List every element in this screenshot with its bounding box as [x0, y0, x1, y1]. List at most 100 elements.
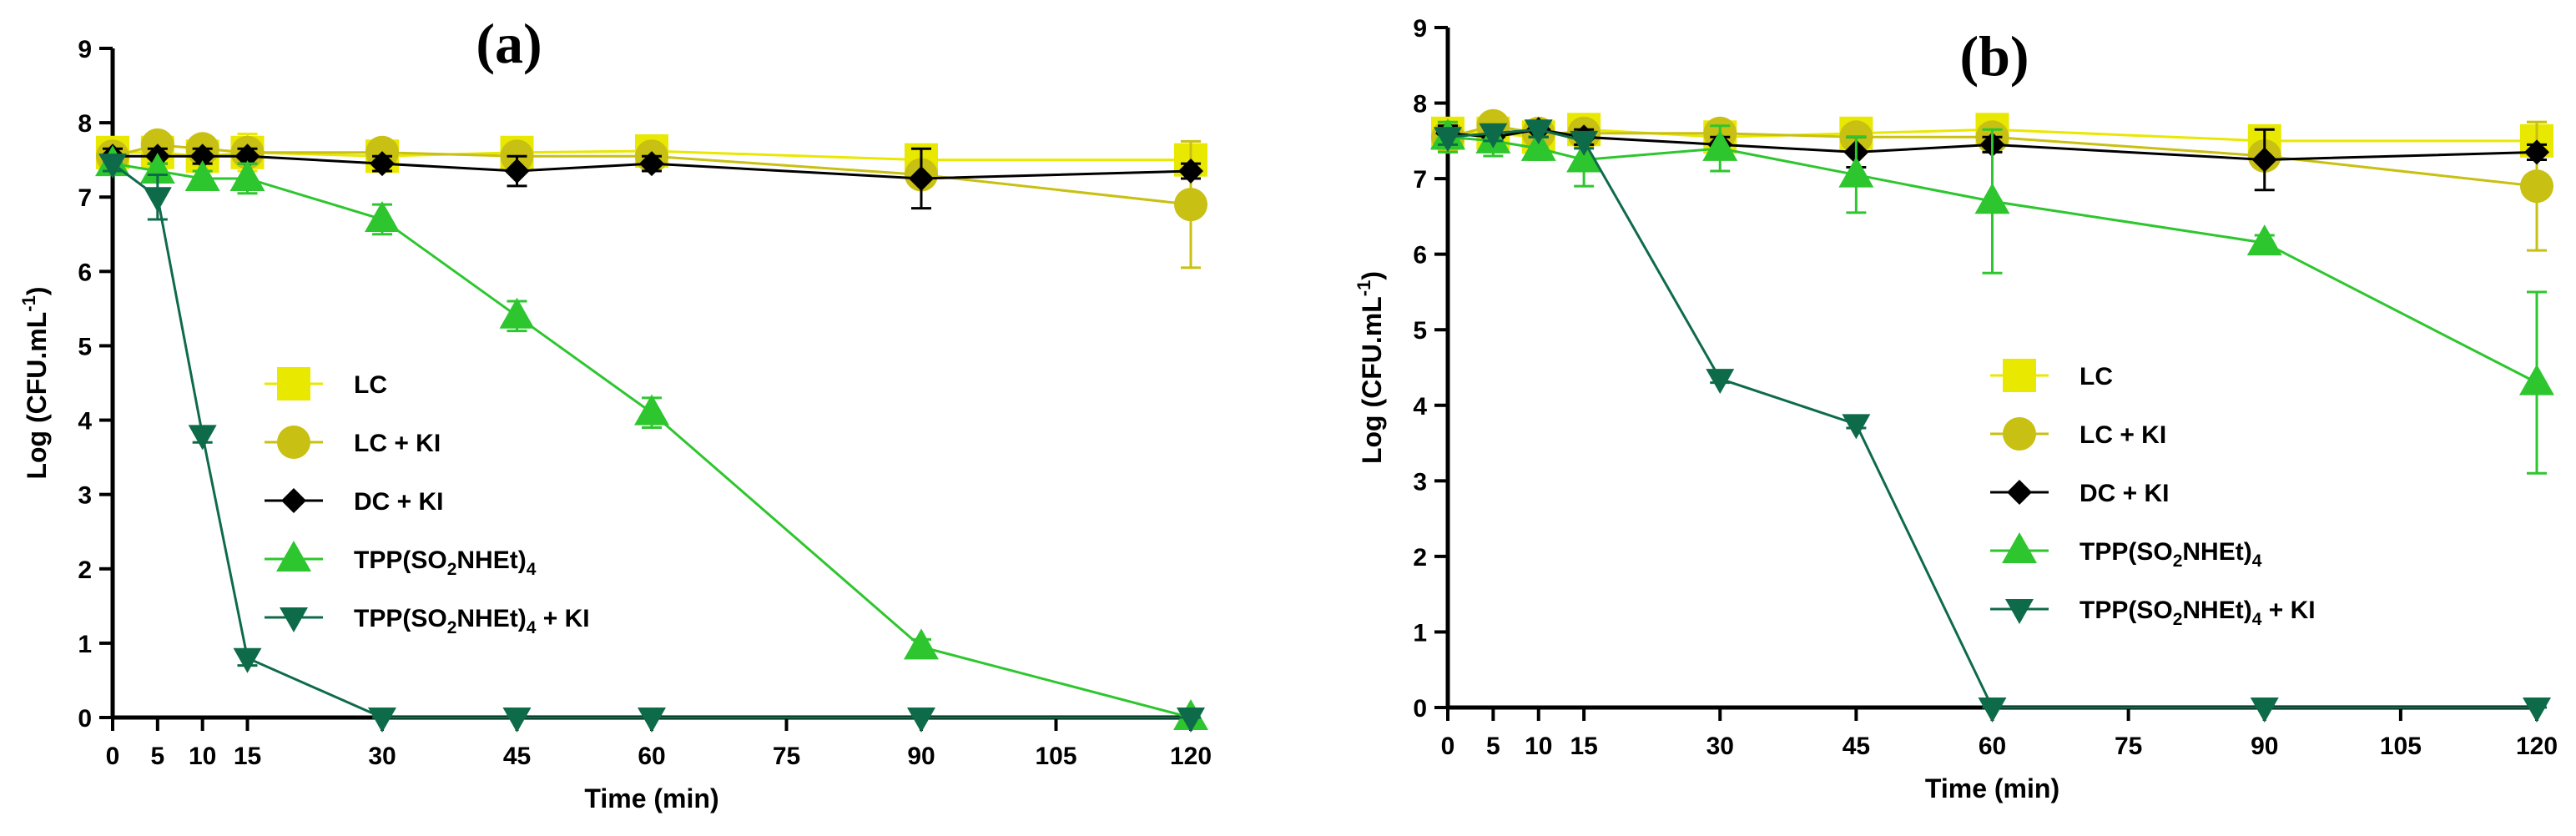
data-point — [1702, 129, 1738, 161]
legend-item: LC + KI — [1990, 417, 2166, 451]
x-tick-label: 90 — [907, 743, 935, 770]
x-tick-label: 120 — [1170, 743, 1212, 770]
y-tick-label: 9 — [78, 36, 92, 63]
data-point — [1706, 369, 1735, 395]
data-point — [1479, 123, 1508, 149]
legend-label: LC — [354, 371, 387, 399]
legend-label-post: + KI — [536, 605, 589, 632]
x-tick-label: 105 — [2380, 733, 2422, 760]
series-tpp-so2nhet-4 — [95, 145, 1208, 730]
y-tick-label: 5 — [1413, 317, 1427, 345]
x-tick-label: 10 — [189, 743, 216, 770]
legend-label-mid: NHEt) — [2182, 538, 2251, 566]
data-point — [233, 647, 262, 673]
legend-item: LC + KI — [265, 426, 441, 459]
legend-item: DC + KI — [265, 488, 444, 516]
y-tick-label: 3 — [78, 482, 92, 510]
data-point — [365, 200, 400, 232]
legend-label-sub: 4 — [527, 618, 537, 637]
data-point — [1520, 129, 1556, 161]
legend-marker — [2007, 480, 2032, 505]
data-point — [2251, 147, 2277, 173]
y-axis-label: Log (CFU.mL-1) — [1354, 271, 1387, 464]
y-tick-label: 8 — [78, 110, 92, 138]
legend-label-sub: 4 — [527, 560, 537, 579]
x-tick-label: 15 — [234, 743, 261, 770]
legend-label: LC + KI — [354, 430, 441, 457]
panel-label-a: (a) — [476, 12, 542, 75]
y-tick-label: 2 — [78, 556, 92, 584]
data-point — [370, 151, 395, 177]
x-tick-label: 45 — [503, 743, 531, 770]
legend-item: DC + KI — [1990, 480, 2170, 507]
legend-item: TPP(SO2NHEt)4 + KI — [265, 605, 590, 637]
series-tpp-so2nhet-4 — [1430, 118, 2554, 475]
legend-marker — [277, 426, 310, 459]
x-tick-label: 0 — [106, 743, 120, 770]
y-axis-label-sup: -1 — [18, 295, 39, 312]
legend-label: TPP(SO2NHEt)4 — [354, 546, 537, 579]
data-point — [1570, 130, 1599, 156]
legend-marker — [280, 607, 308, 632]
panel-label-b: (b) — [1959, 24, 2029, 88]
data-point — [188, 425, 217, 451]
x-tick-label: 0 — [1441, 733, 1455, 760]
legend-label: DC + KI — [354, 488, 444, 516]
data-point — [907, 708, 935, 733]
y-tick-label: 1 — [1413, 619, 1427, 647]
x-tick-label: 5 — [150, 743, 164, 770]
y-tick-label: 1 — [78, 631, 92, 658]
legend-marker — [277, 367, 310, 400]
y-tick-label: 4 — [78, 408, 92, 436]
x-tick-label: 90 — [2251, 733, 2278, 760]
legend-item: LC — [1990, 359, 2113, 392]
data-point — [1174, 188, 1207, 222]
y-tick-label: 7 — [1413, 166, 1427, 194]
legend-label-text: DC + KI — [2079, 480, 2170, 507]
data-point — [638, 708, 666, 733]
y-tick-label: 6 — [1413, 242, 1427, 269]
series-line — [112, 162, 1191, 719]
data-point — [1838, 156, 1874, 188]
legend-label-sub: 4 — [2252, 551, 2262, 571]
legend-label-mid: NHEt) — [456, 546, 526, 574]
data-point — [2246, 224, 2282, 256]
x-tick-label: 5 — [1486, 733, 1500, 760]
x-tick-label: 15 — [1570, 733, 1597, 760]
data-point — [1434, 127, 1462, 153]
data-point — [2523, 698, 2551, 723]
legend-item: LC — [265, 367, 387, 400]
legend-marker — [276, 541, 311, 572]
data-point — [909, 165, 934, 191]
data-point — [1842, 414, 1871, 440]
data-point — [502, 708, 532, 733]
legend-label: TPP(SO2NHEt)4 — [2079, 538, 2262, 571]
legend-label: LC — [2079, 363, 2113, 390]
data-point — [229, 159, 265, 191]
legend-item: TPP(SO2NHEt)4 — [265, 541, 537, 579]
series-tpp-so2nhet-4-ki — [98, 154, 1205, 733]
legend-label-sub: 2 — [2173, 551, 2183, 571]
data-point — [2524, 139, 2549, 165]
x-axis-label: Time (min) — [1925, 773, 2059, 803]
data-point — [368, 708, 396, 733]
legend-marker — [2003, 359, 2036, 392]
data-point — [634, 394, 669, 426]
data-point — [98, 154, 127, 179]
legend-label-mid: NHEt) — [456, 605, 526, 632]
x-tick-label: 75 — [773, 743, 800, 770]
legend-label-sub: 4 — [2252, 610, 2262, 629]
legend-label-pre: TPP(SO — [2079, 597, 2173, 624]
data-point — [143, 187, 172, 213]
x-tick-label: 30 — [1706, 733, 1734, 760]
legend-label-sub: 2 — [2173, 610, 2183, 629]
data-point — [904, 628, 939, 660]
data-point — [184, 159, 220, 191]
legend-label: TPP(SO2NHEt)4 + KI — [2079, 597, 2316, 629]
x-tick-label: 60 — [638, 743, 665, 770]
series-line — [112, 162, 1192, 719]
legend-label: DC + KI — [2079, 480, 2170, 507]
series-lc-ki — [96, 128, 1207, 269]
legend-marker — [2002, 532, 2037, 563]
